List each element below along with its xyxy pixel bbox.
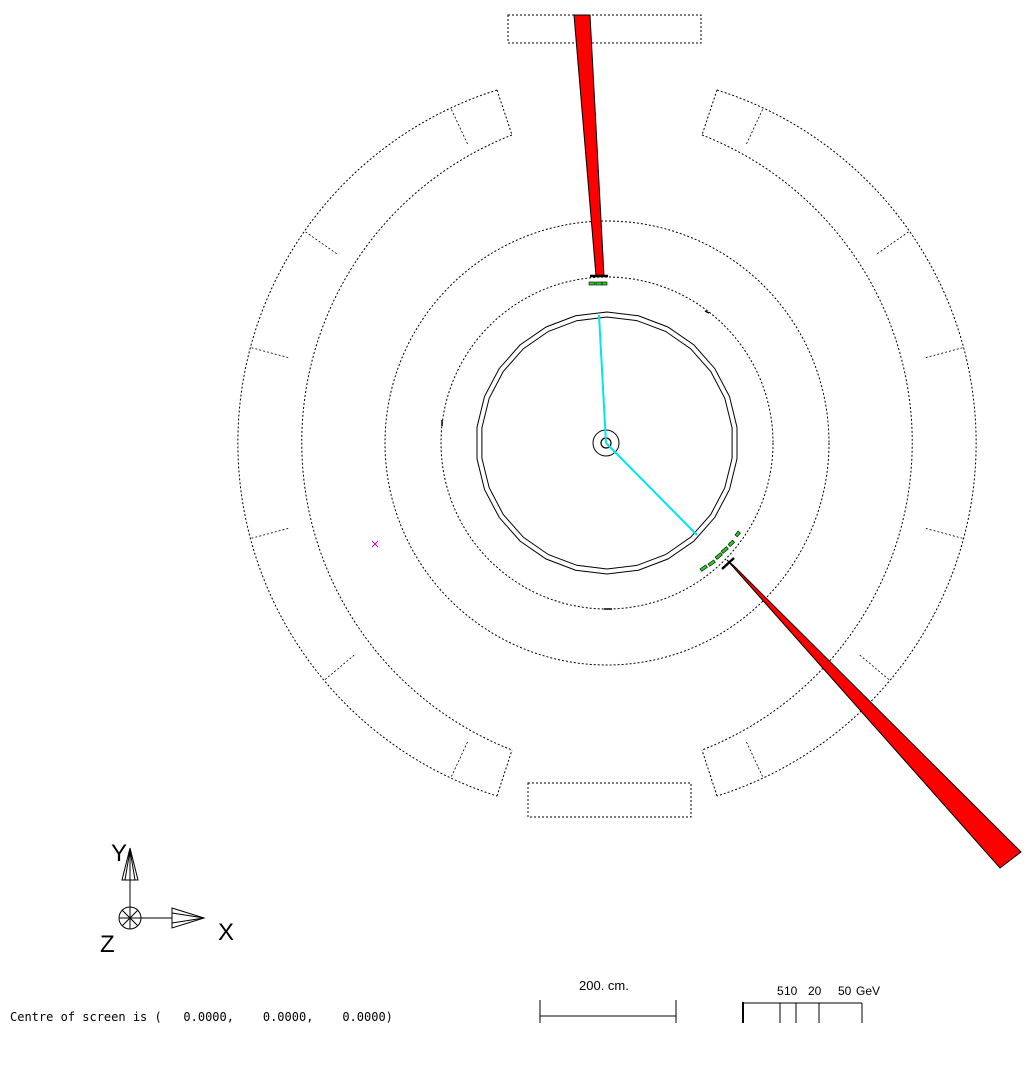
muon-divider	[249, 528, 289, 540]
muon-ring-inner-left	[301, 134, 513, 751]
muon-divider	[746, 741, 764, 779]
jet-tower-lower-right	[726, 559, 1022, 869]
muon-divider	[303, 230, 337, 255]
muon-ring-inner-right	[701, 134, 913, 751]
y-axis-arrow-icon	[121, 847, 139, 881]
muon-divider	[877, 230, 911, 255]
length-scale-label: 200. cm.	[579, 978, 629, 993]
energy-tick-10: 10	[784, 984, 798, 998]
energy-scale-bar	[742, 1002, 863, 1023]
muon-divider	[450, 741, 468, 779]
muon-divider	[249, 346, 289, 358]
energy-tick-5: 5	[777, 984, 784, 998]
muon-chamber-ring	[237, 89, 977, 797]
cross-marker	[371, 540, 379, 548]
hadron-calorimeter-outer	[384, 220, 830, 666]
centre-of-screen-status: Centre of screen is ( 0.0000, 0.0000, 0.…	[10, 1010, 393, 1024]
track-lower-right	[605, 442, 698, 536]
muon-ring-outer-left	[237, 89, 498, 797]
muon-ring-outer-right	[716, 89, 977, 797]
jet-base-lower-right	[721, 557, 735, 570]
muon-divider	[925, 346, 965, 358]
axis-indicator	[118, 847, 206, 930]
energy-tick-20: 20	[808, 984, 822, 998]
top-chamber	[507, 14, 702, 44]
bottom-chamber	[527, 782, 692, 818]
tracker-barrel-inner	[481, 316, 733, 570]
y-axis-label: Y	[111, 840, 127, 867]
em-hits	[588, 281, 741, 572]
muon-ring-right-top-cap	[701, 89, 718, 136]
muon-divider	[450, 107, 468, 145]
muon-divider	[925, 528, 965, 540]
jet-tower-top	[573, 14, 605, 277]
x-axis-label: X	[218, 919, 234, 946]
muon-ring-left-bottom-cap	[496, 749, 513, 797]
length-scale-bar	[539, 1000, 677, 1023]
z-axis-label: Z	[100, 931, 115, 958]
muon-divider	[859, 654, 891, 682]
track-upward	[598, 314, 607, 444]
tracker-barrel-outer	[476, 311, 738, 575]
calorimeter-ticks	[441, 310, 710, 610]
muon-ring-right-bottom-cap	[701, 749, 718, 797]
energy-unit: GeV	[856, 984, 880, 998]
x-axis-arrow-icon	[171, 907, 206, 929]
energy-tick-50: 50	[838, 984, 852, 998]
muon-ring-dividers	[249, 107, 965, 779]
muon-ring-left-top-cap	[496, 89, 513, 136]
muon-divider	[746, 107, 764, 145]
muon-divider	[323, 654, 355, 682]
